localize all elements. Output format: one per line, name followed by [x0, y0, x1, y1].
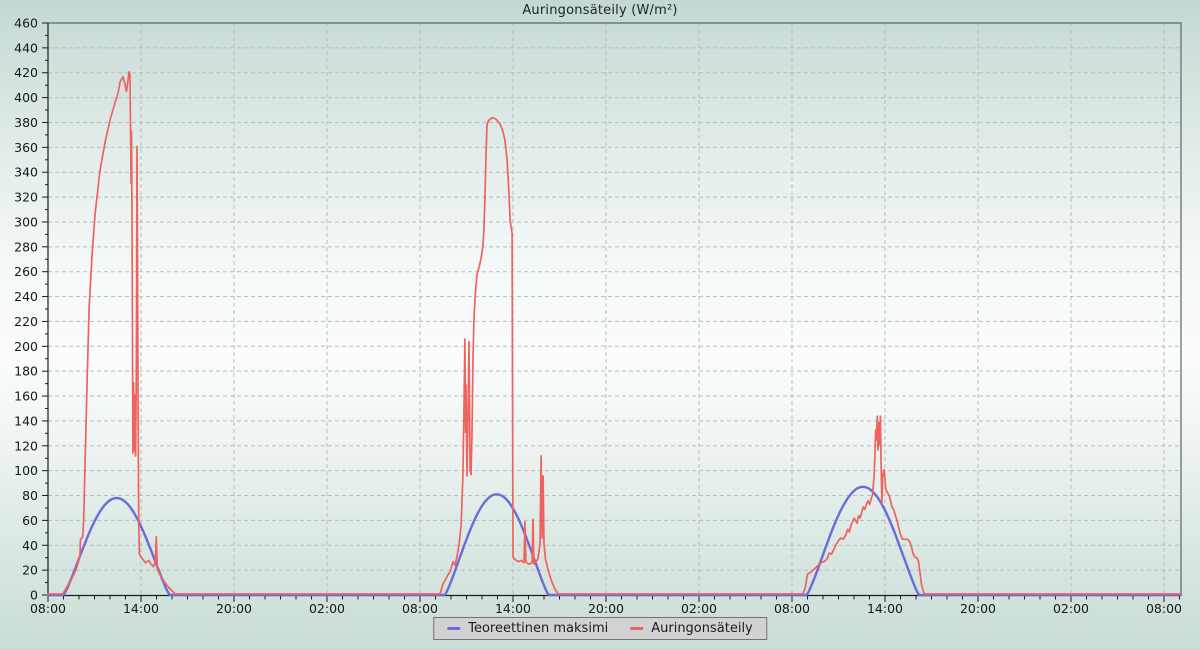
- y-tick-label: 420: [14, 65, 38, 80]
- y-tick-label: 0: [30, 588, 38, 603]
- legend-label-solar-radiation: Auringonsäteily: [651, 621, 753, 636]
- y-tick-label: 140: [14, 413, 38, 428]
- y-tick-label: 440: [14, 40, 38, 55]
- series-theoretical-max-line: [46, 485, 1183, 597]
- x-tick-label: 20:00: [216, 601, 252, 616]
- x-tick-label: 20:00: [960, 601, 996, 616]
- y-tick-label: 120: [14, 438, 38, 453]
- y-tick-label: 460: [14, 16, 38, 31]
- x-tick-label: 08:00: [402, 601, 438, 616]
- x-tick-label: 14:00: [495, 601, 531, 616]
- x-tick-label: 08:00: [774, 601, 810, 616]
- y-tick-label: 400: [14, 90, 38, 105]
- x-tick-label: 02:00: [681, 601, 717, 616]
- theoretical-max-swatch-icon: [447, 627, 461, 630]
- x-tick-label: 08:00: [30, 601, 66, 616]
- y-tick-label: 40: [22, 538, 38, 553]
- chart-legend: Teoreettinen maksimi Auringonsäteily: [433, 617, 767, 640]
- x-tick-label: 08:00: [1146, 601, 1182, 616]
- y-tick-label: 320: [14, 190, 38, 205]
- plot-border: [48, 22, 1182, 595]
- x-tick-label: 02:00: [1053, 601, 1089, 616]
- y-tick-label: 220: [14, 314, 38, 329]
- y-tick-label: 100: [14, 463, 38, 478]
- y-tick-label: 200: [14, 339, 38, 354]
- y-tick-label: 340: [14, 165, 38, 180]
- y-tick-label: 260: [14, 264, 38, 279]
- y-tick-label: 380: [14, 115, 38, 130]
- y-tick-label: 180: [14, 364, 38, 379]
- x-tick-label: 14:00: [123, 601, 159, 616]
- y-tick-label: 20: [22, 563, 38, 578]
- legend-label-theoretical-max: Teoreettinen maksimi: [468, 621, 609, 636]
- x-tick-label: 02:00: [309, 601, 345, 616]
- chart-title: Auringonsäteily (W/m²): [522, 3, 678, 18]
- y-tick-label: 240: [14, 289, 38, 304]
- y-tick-label: 60: [22, 513, 38, 528]
- solar-radiation-swatch-icon: [630, 627, 644, 630]
- series-solar-radiation-line: [47, 70, 1182, 595]
- x-tick-label: 20:00: [588, 601, 624, 616]
- y-tick-label: 360: [14, 140, 38, 155]
- y-tick-label: 80: [22, 488, 38, 503]
- x-tick-label: 14:00: [867, 601, 903, 616]
- y-tick-label: 280: [14, 239, 38, 254]
- y-tick-label: 300: [14, 214, 38, 229]
- y-tick-label: 160: [14, 389, 38, 404]
- legend-item-theoretical-max: Teoreettinen maksimi: [447, 621, 608, 636]
- legend-item-solar-radiation: Auringonsäteily: [630, 621, 753, 636]
